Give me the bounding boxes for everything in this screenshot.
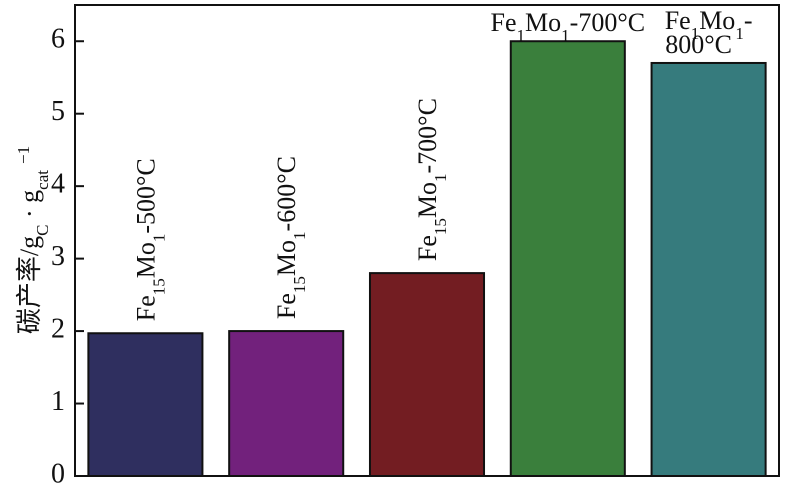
y-tick-label: 1 <box>51 386 65 417</box>
category-label-part: 1 <box>517 26 526 45</box>
category-label-part: 1 <box>691 23 700 42</box>
bar <box>368 272 486 477</box>
category-label: Fe15Mo1-600°C <box>272 156 309 319</box>
category-label-part: -600°C <box>272 156 301 231</box>
y-axis-label: 碳产率/gC · gcat−1 <box>14 146 52 334</box>
category-label-part: 800°C <box>665 30 732 59</box>
y-tick-label: 6 <box>51 24 65 55</box>
category-label-part: Mo <box>413 182 442 218</box>
category-label-part: -500°C <box>131 158 160 233</box>
category-label-part: Mo <box>699 6 735 35</box>
category-label-part: Mo <box>525 8 561 37</box>
y-axis-label-part: −1 <box>14 146 33 164</box>
category-label-part: -700°C <box>570 8 645 37</box>
y-axis-label-part: 碳产率/g <box>15 236 44 334</box>
y-tick-label: 3 <box>51 241 65 272</box>
bar <box>509 40 626 477</box>
category-label: Fe15Mo1-500°C <box>131 158 168 321</box>
category-label-part: Mo <box>131 242 160 278</box>
category-label-part: 1 <box>561 26 570 45</box>
category-label-part: 15 <box>290 276 309 293</box>
y-tick-label: 4 <box>51 169 65 200</box>
category-label: Fe15Mo1-700°C <box>413 98 450 261</box>
category-label-part: Fe <box>665 6 691 35</box>
y-axis-label-part: · g <box>15 190 44 225</box>
category-label-part: Fe <box>413 235 442 261</box>
y-tick-label: 2 <box>51 313 65 344</box>
category-label-part: 1 <box>431 173 450 182</box>
plot-frame <box>74 4 780 477</box>
bar <box>228 330 345 478</box>
category-label-part: Fe <box>131 295 160 321</box>
y-axis-label-part: cat <box>33 170 52 190</box>
category-label-part: 15 <box>149 278 168 295</box>
y-axis-label-part: C <box>33 225 52 236</box>
category-label-part: 1 <box>290 231 309 240</box>
category-label-part: -700°C <box>413 98 442 173</box>
bar <box>650 61 767 477</box>
category-label-part: Fe <box>491 8 517 37</box>
category-label-part: 1 <box>149 234 168 243</box>
category-label: Fe1Mo1-800°C <box>665 6 753 59</box>
category-label-part: Fe <box>272 293 301 319</box>
category-label-part: 15 <box>431 218 450 235</box>
category-label: Fe1Mo1-700°C <box>491 8 646 45</box>
bar <box>87 332 204 477</box>
y-tick-label: 5 <box>51 96 65 127</box>
category-label-part: 1 <box>735 23 744 42</box>
y-tick-label: 0 <box>51 458 65 489</box>
category-label-part: - <box>744 6 753 35</box>
category-label-part: Mo <box>272 240 301 276</box>
